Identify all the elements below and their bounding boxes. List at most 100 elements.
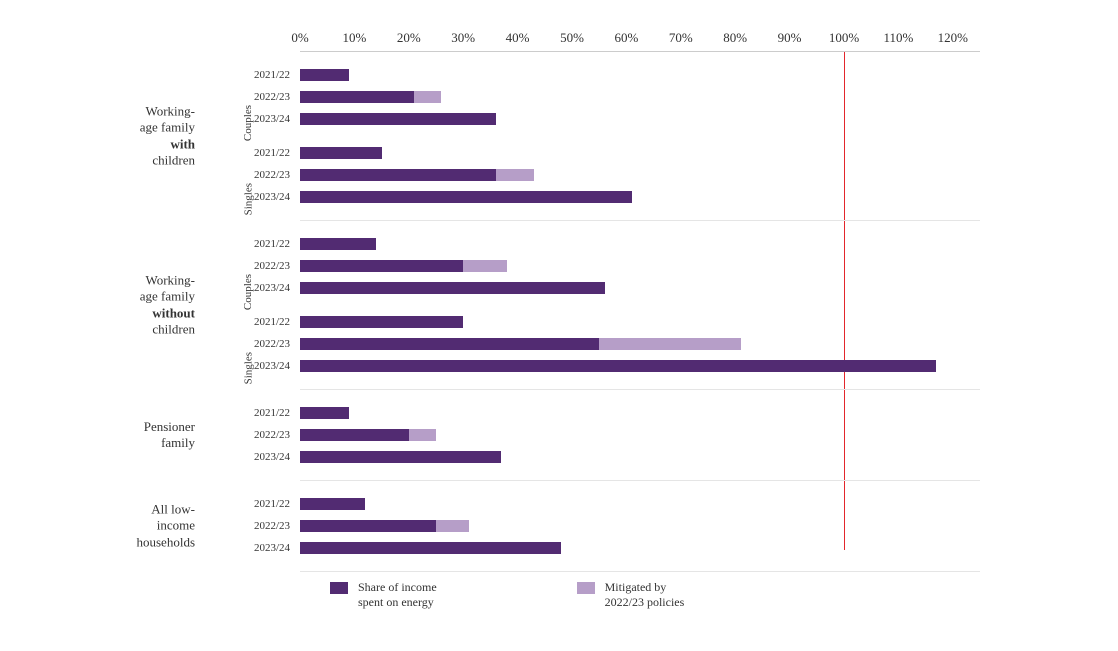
x-tick-label: 0% — [291, 30, 308, 46]
group: Pensioner family2021/222022/232023/24 — [300, 390, 980, 481]
legend: Share of incomespent on energy Mitigated … — [330, 580, 824, 610]
legend-item: Mitigated by2022/23 policies — [577, 580, 685, 610]
bar-segment-mitigated — [436, 520, 469, 532]
legend-swatch — [577, 582, 595, 594]
bar-track — [300, 69, 980, 81]
year-label: 2023/24 — [254, 282, 300, 294]
group: Working-age familywith childrenCouples20… — [300, 52, 980, 221]
year-label: 2022/23 — [254, 169, 300, 181]
year-label: 2021/22 — [254, 147, 300, 159]
bar-track — [300, 113, 980, 125]
year-label: 2023/24 — [254, 191, 300, 203]
x-tick-label: 100% — [829, 30, 859, 46]
bar-row: 2021/22 — [300, 66, 980, 84]
bar-segment-mitigated — [414, 91, 441, 103]
bar-row: 2023/24 — [300, 448, 980, 466]
bar-row: 2023/24 — [300, 110, 980, 128]
bar-track — [300, 238, 980, 250]
bar-track — [300, 451, 980, 463]
bar-row: 2022/23 — [300, 257, 980, 275]
bar-track — [300, 338, 980, 350]
bar-segment-share — [300, 498, 365, 510]
bar-track — [300, 498, 980, 510]
bar-row: 2022/23 — [300, 517, 980, 535]
subgroup: Couples2021/222022/232023/24 — [300, 58, 980, 136]
x-axis: 0%10%20%30%40%50%60%70%80%90%100%110%120… — [300, 30, 980, 52]
bar-segment-share — [300, 147, 382, 159]
bar-segment-share — [300, 238, 376, 250]
x-tick-label: 80% — [723, 30, 747, 46]
page: 0%10%20%30%40%50%60%70%80%90%100%110%120… — [0, 0, 1118, 651]
stacked-bar-chart: 0%10%20%30%40%50%60%70%80%90%100%110%120… — [300, 30, 980, 550]
bar-segment-share — [300, 360, 936, 372]
x-tick-label: 40% — [506, 30, 530, 46]
bar-segment-share — [300, 113, 496, 125]
bar-row: 2022/23 — [300, 426, 980, 444]
bar-row: 2021/22 — [300, 144, 980, 162]
subgroup: Couples2021/222022/232023/24 — [300, 227, 980, 305]
year-label: 2022/23 — [254, 91, 300, 103]
year-label: 2023/24 — [254, 360, 300, 372]
bar-segment-share — [300, 69, 349, 81]
bar-track — [300, 282, 980, 294]
x-tick-label: 90% — [778, 30, 802, 46]
bar-segment-share — [300, 542, 561, 554]
bar-row: 2021/22 — [300, 235, 980, 253]
bar-segment-share — [300, 451, 501, 463]
subgroup-label: Singles — [242, 175, 254, 215]
year-label: 2022/23 — [254, 429, 300, 441]
bar-segment-share — [300, 407, 349, 419]
subgroup: Singles2021/222022/232023/24 — [300, 305, 980, 383]
group: All low-incomehouseholds2021/222022/2320… — [300, 481, 980, 572]
subgroup-label: Couples — [242, 97, 254, 141]
bar-row: 2023/24 — [300, 279, 980, 297]
year-label: 2021/22 — [254, 316, 300, 328]
bar-segment-share — [300, 338, 599, 350]
year-label: 2022/23 — [254, 260, 300, 272]
subgroup: 2021/222022/232023/24 — [300, 396, 980, 474]
bar-track — [300, 360, 980, 372]
bar-segment-share — [300, 282, 605, 294]
x-tick-label: 70% — [669, 30, 693, 46]
x-tick-label: 110% — [883, 30, 913, 46]
x-tick-label: 120% — [938, 30, 968, 46]
bar-segment-share — [300, 169, 496, 181]
year-label: 2023/24 — [254, 113, 300, 125]
bar-track — [300, 260, 980, 272]
bar-track — [300, 91, 980, 103]
subgroup-label: Couples — [242, 266, 254, 310]
year-label: 2022/23 — [254, 520, 300, 532]
bar-row: 2023/24 — [300, 188, 980, 206]
bar-segment-mitigated — [599, 338, 740, 350]
legend-label: Share of incomespent on energy — [358, 580, 437, 610]
bar-row: 2022/23 — [300, 335, 980, 353]
bar-segment-mitigated — [409, 429, 436, 441]
bar-row: 2021/22 — [300, 313, 980, 331]
legend-label: Mitigated by2022/23 policies — [605, 580, 685, 610]
bar-track — [300, 316, 980, 328]
year-label: 2021/22 — [254, 498, 300, 510]
year-label: 2023/24 — [254, 451, 300, 463]
year-label: 2021/22 — [254, 238, 300, 250]
x-tick-label: 60% — [614, 30, 638, 46]
bar-track — [300, 520, 980, 532]
legend-swatch — [330, 582, 348, 594]
x-tick-label: 30% — [451, 30, 475, 46]
bar-row: 2023/24 — [300, 357, 980, 375]
bar-segment-share — [300, 91, 414, 103]
bar-track — [300, 147, 980, 159]
x-tick-label: 50% — [560, 30, 584, 46]
bar-row: 2023/24 — [300, 539, 980, 557]
bar-segment-share — [300, 260, 463, 272]
bar-track — [300, 169, 980, 181]
year-label: 2023/24 — [254, 542, 300, 554]
bar-row: 2021/22 — [300, 495, 980, 513]
x-tick-label: 10% — [342, 30, 366, 46]
bar-track — [300, 407, 980, 419]
bar-track — [300, 191, 980, 203]
bar-row: 2022/23 — [300, 88, 980, 106]
bar-row: 2022/23 — [300, 166, 980, 184]
bar-segment-share — [300, 429, 409, 441]
year-label: 2021/22 — [254, 69, 300, 81]
subgroup: 2021/22 2022/23 2023/24 — [300, 487, 980, 565]
